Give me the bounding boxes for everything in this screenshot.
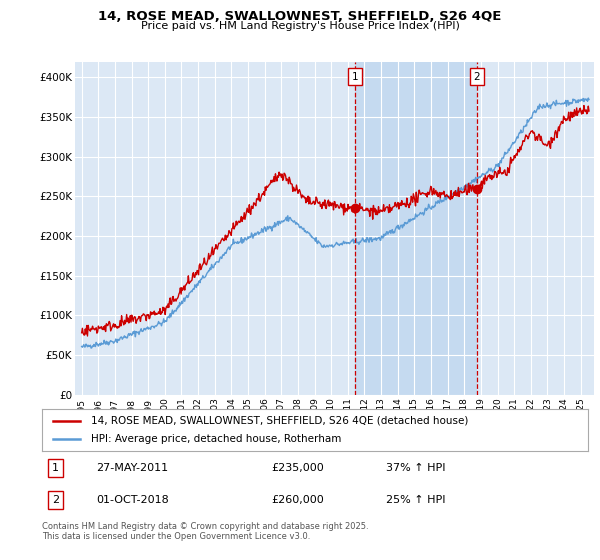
Text: 1: 1 (352, 72, 358, 82)
Text: 37% ↑ HPI: 37% ↑ HPI (386, 463, 445, 473)
Text: Price paid vs. HM Land Registry's House Price Index (HPI): Price paid vs. HM Land Registry's House … (140, 21, 460, 31)
Bar (355, 62, 477, 395)
Text: 25% ↑ HPI: 25% ↑ HPI (386, 495, 445, 505)
Text: £235,000: £235,000 (271, 463, 324, 473)
Text: 2: 2 (52, 495, 59, 505)
Text: Contains HM Land Registry data © Crown copyright and database right 2025.
This d: Contains HM Land Registry data © Crown c… (42, 522, 368, 542)
Text: 27-MAY-2011: 27-MAY-2011 (97, 463, 169, 473)
Text: HPI: Average price, detached house, Rotherham: HPI: Average price, detached house, Roth… (91, 434, 341, 444)
Text: 2: 2 (473, 72, 480, 82)
Text: 1: 1 (52, 463, 59, 473)
Text: 01-OCT-2018: 01-OCT-2018 (97, 495, 169, 505)
Text: 14, ROSE MEAD, SWALLOWNEST, SHEFFIELD, S26 4QE (detached house): 14, ROSE MEAD, SWALLOWNEST, SHEFFIELD, S… (91, 416, 469, 426)
Text: £260,000: £260,000 (271, 495, 324, 505)
Text: 14, ROSE MEAD, SWALLOWNEST, SHEFFIELD, S26 4QE: 14, ROSE MEAD, SWALLOWNEST, SHEFFIELD, S… (98, 10, 502, 23)
